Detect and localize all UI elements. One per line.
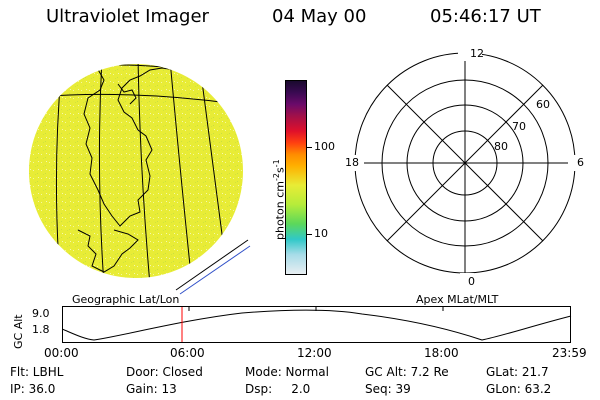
mlt-label-12: 12 — [470, 47, 484, 60]
altitude-ytick-top: 9.0 — [32, 307, 50, 320]
geographic-image — [29, 64, 251, 295]
orbit-track — [179, 245, 251, 295]
coastline — [117, 83, 137, 105]
altitude-plot-frame — [62, 306, 571, 343]
instrument-title: Ultraviolet Imager — [46, 6, 209, 27]
altitude-curve — [62, 309, 572, 341]
dsp-value: Dsp: 2.0 — [245, 382, 311, 396]
meridian-line — [169, 64, 193, 278]
orbit-track — [175, 239, 249, 291]
altitude-xtick-2359: 23:59 — [552, 346, 587, 360]
mlat-label-80: 80 — [494, 140, 508, 153]
coastline — [83, 65, 189, 227]
polar-plot — [342, 47, 582, 287]
geographic-caption: Geographic Lat/Lon — [72, 293, 180, 306]
glon-value: GLon: 63.2 — [486, 382, 552, 396]
seq-value: Seq: 39 — [365, 382, 411, 396]
colorbar-tick — [307, 147, 312, 148]
colorbar-tick — [307, 234, 312, 235]
colorbar-tick-label-10: 10 — [314, 227, 328, 240]
mlt-label-0: 0 — [468, 275, 475, 288]
door-status: Door: Closed — [126, 365, 203, 379]
colorbar-unit: photon cm — [273, 181, 287, 240]
polar-caption: Apex MLat/MLT — [416, 293, 499, 306]
altitude-xtick-0600: 06:00 — [170, 346, 205, 360]
altitude-xtick-1200: 12:00 — [297, 346, 332, 360]
meridian-line — [137, 64, 151, 278]
colorbar-tick-label-100: 100 — [314, 140, 335, 153]
colorbar — [285, 80, 307, 275]
earth-disk — [29, 64, 243, 278]
altitude-ytick-bottom: 1.8 — [32, 323, 50, 336]
polar-diagonal — [386, 84, 544, 242]
mlt-label-18: 18 — [345, 156, 359, 169]
colorbar-unit-exp1: -2 — [272, 173, 281, 182]
filter-value: Flt: LBHL — [10, 365, 64, 379]
mlt-label-6: 6 — [577, 156, 584, 169]
gain-value: Gain: 13 — [126, 382, 177, 396]
meridian-line — [98, 64, 105, 278]
altitude-xtick-0000: 00:00 — [44, 346, 79, 360]
mlat-label-60: 60 — [536, 98, 550, 111]
mlat-label-70: 70 — [512, 120, 526, 133]
colorbar-unit-exp2: -1 — [272, 159, 281, 168]
altitude-axis-label: GC Alt — [12, 314, 25, 349]
altitude-xtick-1800: 18:00 — [424, 346, 459, 360]
coastline — [77, 229, 139, 273]
colorbar-unit-label: photon cm-2s-1 — [272, 159, 287, 240]
glat-value: GLat: 21.7 — [486, 365, 549, 379]
altitude-plot — [62, 306, 572, 343]
ip-value: IP: 36.0 — [10, 382, 56, 396]
date-label: 04 May 00 — [272, 6, 367, 27]
gc-altitude-value: GC Alt: 7.2 Re — [365, 365, 449, 379]
colorbar-unit-s: s — [273, 167, 287, 174]
time-label: 05:46:17 UT — [430, 6, 541, 27]
mode-value: Mode: Normal — [245, 365, 329, 379]
